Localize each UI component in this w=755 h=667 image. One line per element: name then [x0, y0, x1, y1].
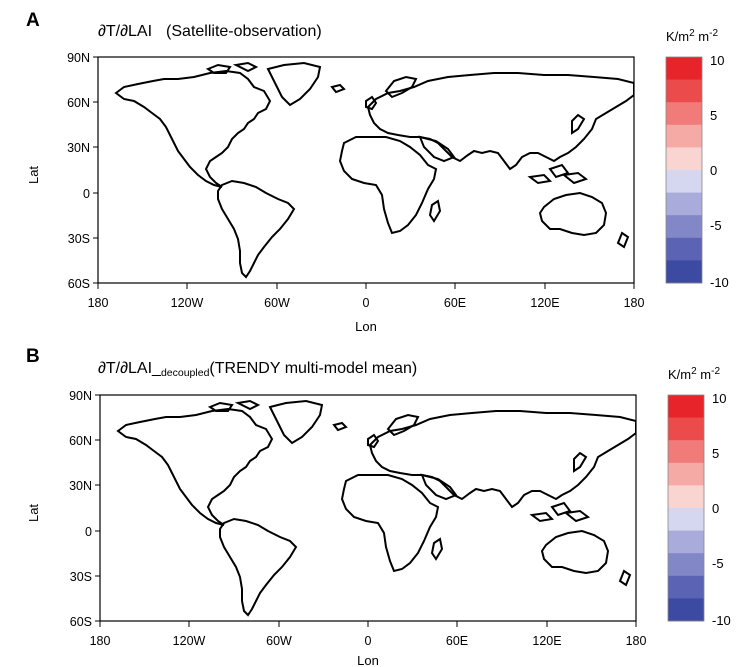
- panel-a-cb-tick: 10: [710, 53, 724, 68]
- colorbar-swatch: [666, 147, 702, 160]
- panel-a-cb-tick: 5: [710, 108, 717, 123]
- colorbar-swatch: [666, 192, 702, 205]
- panel-a-lat-tick: 30S: [68, 232, 90, 246]
- colorbar-swatch: [668, 587, 704, 599]
- panel-a-cb-tick: -5: [710, 218, 722, 233]
- panel-a-lon-tick: 180: [624, 296, 645, 310]
- colorbar-swatch: [668, 598, 704, 611]
- panel-b-colorbar-swatches: [668, 395, 704, 622]
- panel-b-lon-tick: 180: [90, 634, 111, 648]
- panel-b-title-paren: (TRENDY multi-model mean): [209, 360, 417, 377]
- colorbar-swatch: [668, 462, 704, 475]
- panel-a-lat-tick: 90N: [67, 51, 90, 65]
- panel-b-cb-tick: -5: [712, 556, 724, 571]
- colorbar-swatch: [668, 575, 704, 588]
- colorbar-swatch: [668, 451, 704, 464]
- colorbar-swatch: [668, 553, 704, 565]
- colorbar-swatch: [666, 249, 702, 261]
- panel-b-lat-tick: 0: [85, 525, 92, 539]
- panel-b-title-main: ∂T/∂LAI_: [98, 360, 162, 377]
- panel-b-lat-tick: 30N: [69, 479, 92, 493]
- panel-b-ylabel: Lat: [26, 504, 41, 522]
- panel-a-title-main: ∂T/∂LAI: [98, 23, 152, 40]
- panel-a-colorbar: K/m2 m-2 10 5 0 -5 -10: [665, 28, 729, 290]
- panel-b-map: 90N 60N 30N 0 30S 60S 180 120W 60W 0 60E…: [26, 389, 646, 667]
- colorbar-swatch: [666, 102, 702, 114]
- colorbar-swatch: [666, 226, 702, 239]
- panel-a-map: 90N 60N 30N 0 30S 60S 180 120W 60W 0 60E…: [26, 51, 644, 334]
- colorbar-swatch: [666, 113, 702, 126]
- colorbar-swatch: [668, 519, 704, 531]
- panel-a-label: A: [26, 10, 40, 31]
- colorbar-swatch: [666, 124, 702, 137]
- panel-a-ylabel: Lat: [26, 166, 41, 184]
- colorbar-swatch: [666, 203, 702, 216]
- panel-b-lat-tick: 90N: [69, 389, 92, 403]
- colorbar-swatch: [668, 406, 704, 418]
- panel-b-cb-tick: 0: [712, 501, 719, 516]
- colorbar-swatch: [668, 395, 704, 407]
- colorbar-swatch: [666, 57, 702, 69]
- panel-a-cb-tick: -10: [710, 275, 729, 290]
- colorbar-swatch: [666, 181, 702, 193]
- colorbar-swatch: [668, 496, 704, 509]
- panel-a-lon-tick: 120E: [530, 296, 559, 310]
- panel-b-lon-tick: 120W: [173, 634, 206, 648]
- panel-b-lon-tick: 60E: [446, 634, 468, 648]
- panel-b-lon-tick: 60W: [266, 634, 292, 648]
- panel-a-xlabel: Lon: [355, 319, 377, 334]
- panel-a-lon-tick: 0: [363, 296, 370, 310]
- panel-b-xlabel: Lon: [357, 653, 379, 667]
- colorbar-swatch: [666, 79, 702, 92]
- colorbar-swatch: [666, 271, 702, 284]
- panel-a-colorbar-swatches: [666, 57, 702, 284]
- panel-b-title: ∂T/∂LAI_decoupled(TRENDY multi-model mea…: [98, 360, 417, 379]
- panel-a-lat-tick: 60N: [67, 96, 90, 110]
- colorbar-swatch: [668, 508, 704, 520]
- panel-a-title: ∂T/∂LAI (Satellite-observation): [98, 23, 322, 40]
- panel-a-lon-tick: 60E: [444, 296, 466, 310]
- panel-a-lon-tick: 120W: [171, 296, 204, 310]
- colorbar-swatch: [666, 260, 702, 273]
- colorbar-swatch: [668, 440, 704, 452]
- colorbar-swatch: [668, 541, 704, 554]
- panel-b-lat-tick: 30S: [70, 570, 92, 584]
- panel-b-title-sub: decoupled: [161, 367, 210, 379]
- panel-b-lat-tick: 60S: [70, 615, 92, 629]
- panel-a-lon-tick: 180: [88, 296, 109, 310]
- panel-b-colorbar-unit: K/m2 m-2: [668, 366, 720, 382]
- panel-a-lat-tick: 30N: [67, 141, 90, 155]
- panel-a-cb-tick: 0: [710, 163, 717, 178]
- colorbar-swatch: [666, 90, 702, 103]
- panel-b-colorbar: K/m2 m-2 10 5 0 -5 -10: [667, 366, 731, 628]
- colorbar-swatch: [666, 237, 702, 250]
- colorbar-swatch: [666, 136, 702, 148]
- panel-b-lon-tick: 0: [365, 634, 372, 648]
- panel-a-title-paren: (Satellite-observation): [166, 23, 322, 40]
- colorbar-swatch: [666, 68, 702, 80]
- panel-b-cb-tick: 5: [712, 446, 719, 461]
- panel-b-lon-tick: 120E: [532, 634, 561, 648]
- panel-a-lon-tick: 60W: [264, 296, 290, 310]
- colorbar-swatch: [668, 474, 704, 486]
- colorbar-swatch: [668, 485, 704, 498]
- panel-a-lat-tick: 60S: [68, 277, 90, 291]
- panel-b-lon-tick: 180: [626, 634, 647, 648]
- colorbar-swatch: [666, 158, 702, 171]
- colorbar-swatch: [668, 564, 704, 577]
- panel-b-cb-tick: -10: [712, 613, 731, 628]
- panel-b-lat-tick: 60N: [69, 434, 92, 448]
- colorbar-swatch: [666, 215, 702, 227]
- colorbar-swatch: [666, 170, 702, 182]
- colorbar-swatch: [668, 609, 704, 622]
- panel-a-lat-tick: 0: [83, 187, 90, 201]
- colorbar-swatch: [668, 530, 704, 543]
- panel-b-label: B: [26, 346, 40, 367]
- panel-a-colorbar-unit: K/m2 m-2: [666, 28, 718, 44]
- colorbar-swatch: [668, 417, 704, 430]
- colorbar-swatch: [668, 428, 704, 441]
- panel-b-cb-tick: 10: [712, 391, 726, 406]
